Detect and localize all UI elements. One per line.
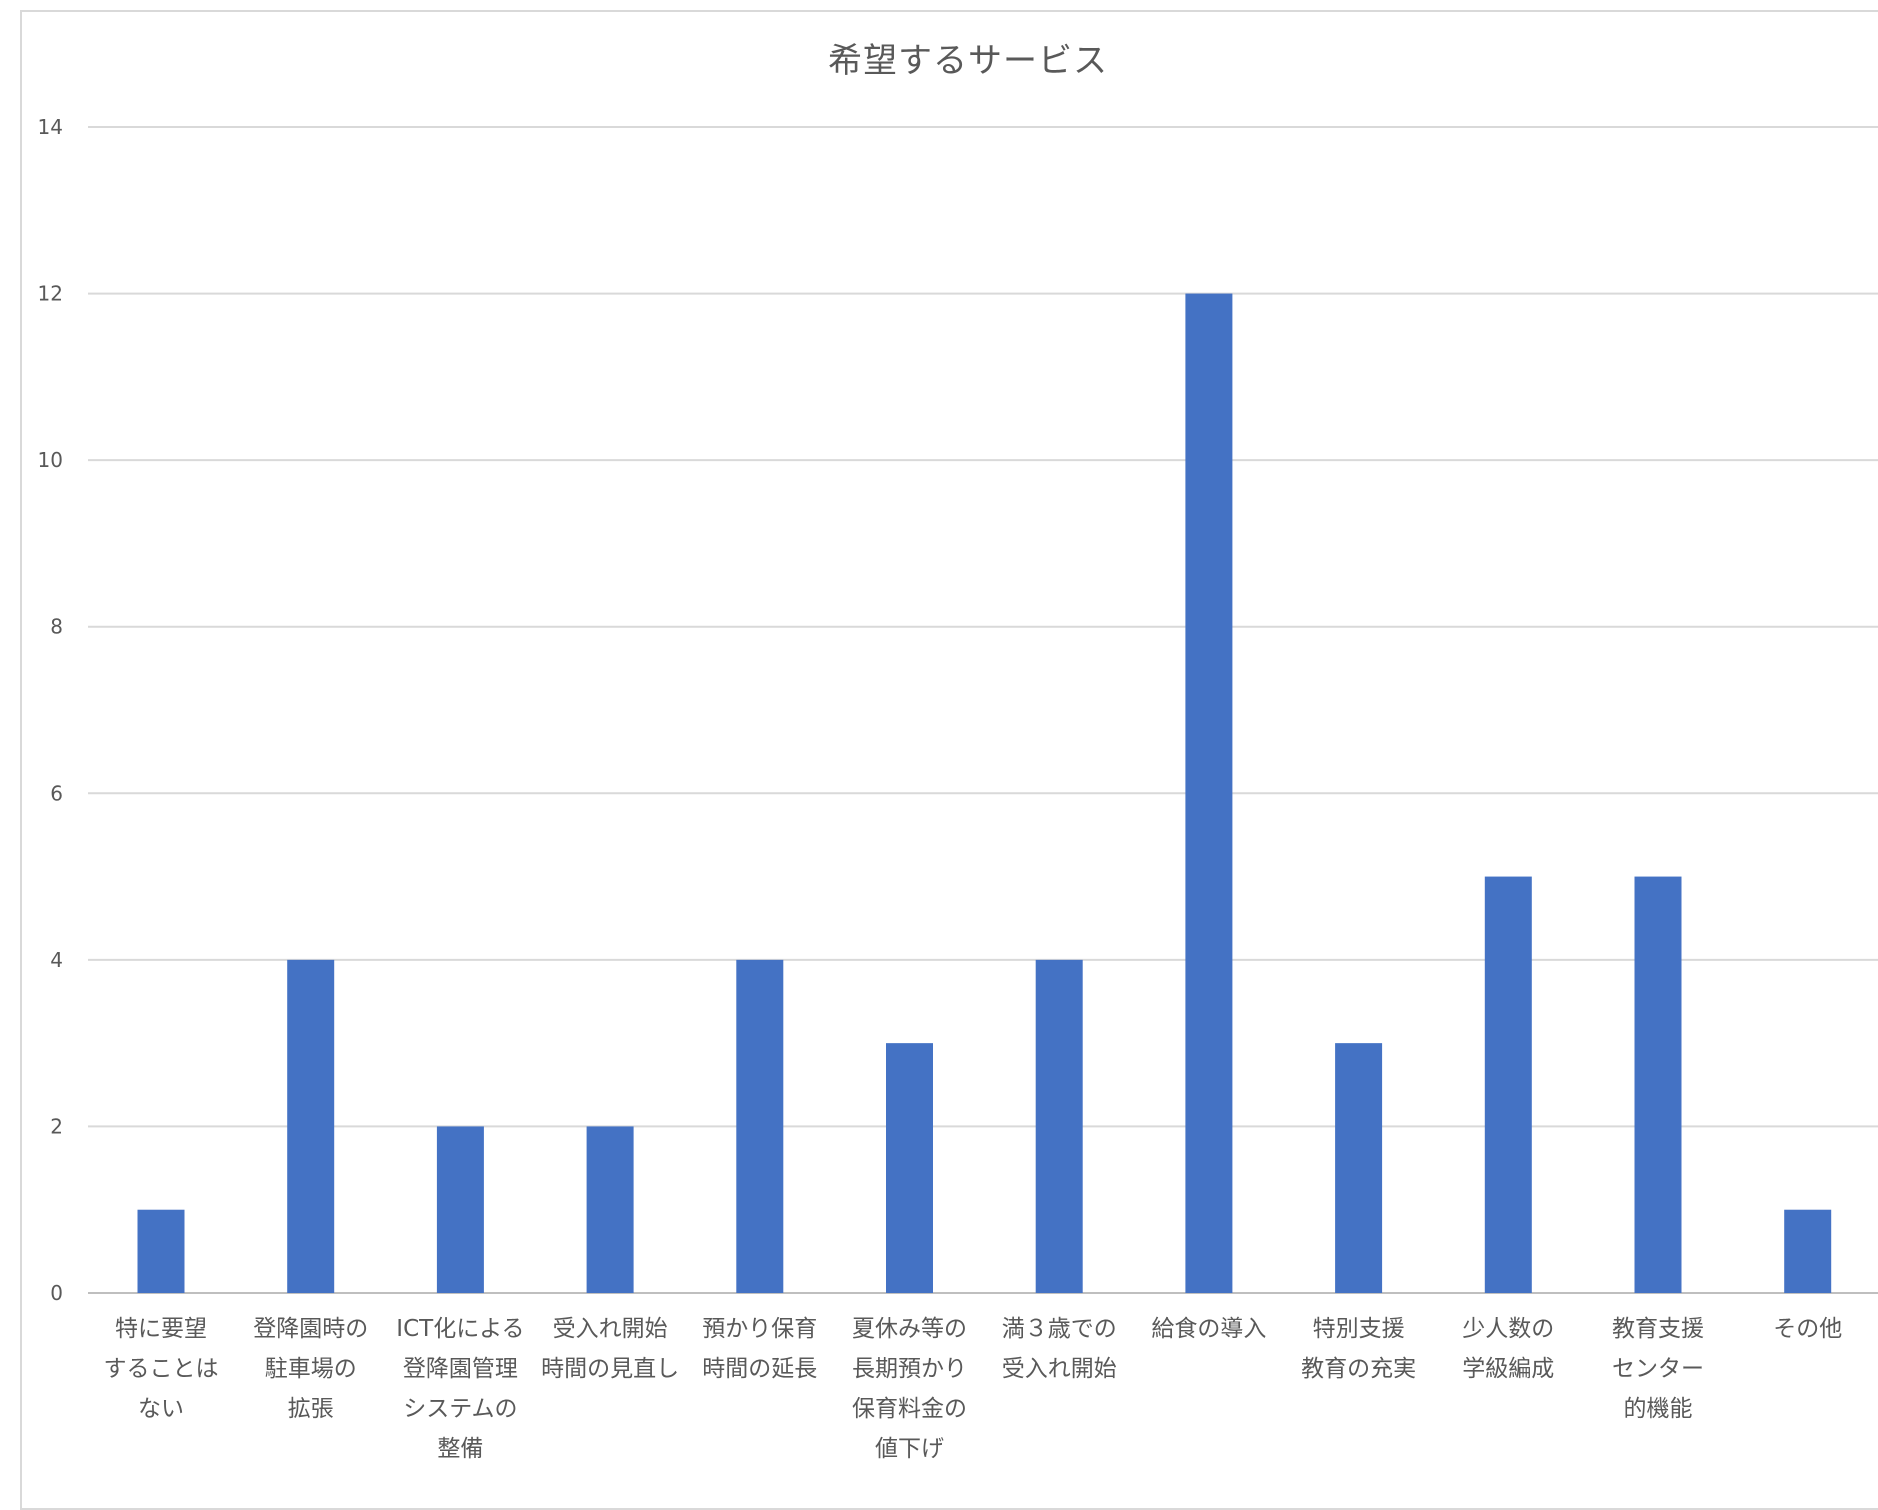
x-tick-label-line: 特別支援	[1313, 1316, 1405, 1342]
bar	[137, 1209, 185, 1293]
x-tick-label-line: 駐車場の	[265, 1356, 357, 1382]
x-tick-label: 夏休み等の長期預かり保育料金の値下げ	[852, 1316, 967, 1462]
x-tick-label-line: 特に要望	[115, 1316, 207, 1342]
x-tick-label-line: 的機能	[1624, 1396, 1693, 1422]
x-tick-label-line: 長期預かり	[852, 1356, 967, 1382]
bar	[1784, 1209, 1832, 1293]
x-tick-label: 預かり保育時間の延長	[702, 1316, 817, 1382]
y-tick-label: 0	[50, 1281, 63, 1305]
bar	[287, 959, 335, 1293]
x-tick-label: 少人数の学級編成	[1462, 1316, 1554, 1382]
bar	[1634, 876, 1682, 1293]
x-tick-label-line: 学級編成	[1462, 1356, 1554, 1382]
x-tick-label-line: 満３歳での	[1002, 1316, 1117, 1342]
x-tick-label-line: 給食の導入	[1151, 1316, 1266, 1342]
chart-title: 希望するサービス	[828, 41, 1108, 81]
x-tick-label-line: 教育の充実	[1301, 1356, 1416, 1382]
x-tick-label-line: ない	[138, 1396, 184, 1422]
x-tick-label: 特別支援教育の充実	[1301, 1316, 1416, 1382]
x-tick-label-line: 保育料金の	[852, 1396, 967, 1422]
y-axis-ticks: 0 2 4 6 8 10 12 14	[38, 115, 63, 1305]
gridlines	[88, 126, 1878, 1294]
y-tick-label: 8	[50, 615, 63, 639]
x-tick-label: 登降園時の駐車場の拡張	[253, 1316, 368, 1422]
x-tick-label-line: センター	[1612, 1356, 1704, 1382]
bar	[1035, 959, 1083, 1293]
x-tick-label: 特に要望することはない	[104, 1316, 219, 1422]
x-tick-label-line: 登降園時の	[253, 1316, 368, 1342]
y-tick-label: 14	[38, 115, 63, 139]
x-tick-label-line: 時間の延長	[702, 1356, 817, 1382]
bar	[586, 1126, 634, 1293]
x-tick-label-line: 登降園管理	[403, 1356, 518, 1382]
x-tick-label-line: システムの	[403, 1396, 517, 1422]
x-tick-label: 満３歳での受入れ開始	[1002, 1316, 1117, 1382]
x-tick-label-line: その他	[1773, 1316, 1842, 1342]
x-tick-label-line: 預かり保育	[702, 1316, 817, 1342]
x-tick-label-line: 受入れ開始	[553, 1316, 668, 1342]
x-tick-label-line: 拡張	[288, 1396, 334, 1422]
x-tick-label: 給食の導入	[1151, 1316, 1266, 1342]
y-tick-label: 6	[50, 781, 63, 805]
bar	[1185, 293, 1233, 1294]
x-tick-label-line: することは	[104, 1356, 219, 1382]
y-tick-label: 4	[50, 948, 63, 972]
y-tick-label: 2	[50, 1114, 63, 1138]
x-tick-label: ICT化による登降園管理システムの整備	[396, 1316, 524, 1462]
bar	[1335, 1043, 1383, 1293]
bar	[886, 1043, 933, 1293]
x-tick-label-line: ICT化による	[396, 1316, 524, 1342]
x-tick-label-line: 値下げ	[875, 1436, 944, 1462]
x-tick-label-line: 教育支援	[1612, 1316, 1704, 1342]
x-tick-label: その他	[1773, 1316, 1842, 1342]
x-tick-label-line: 少人数の	[1462, 1316, 1554, 1342]
x-tick-label: 教育支援センター的機能	[1612, 1316, 1704, 1422]
x-tick-label-line: 夏休み等の	[852, 1316, 967, 1342]
x-tick-label: 受入れ開始時間の見直し	[541, 1316, 679, 1382]
bars	[137, 293, 1832, 1294]
x-tick-label-line: 時間の見直し	[541, 1356, 679, 1382]
y-tick-label: 10	[38, 448, 63, 472]
bar	[436, 1126, 484, 1293]
x-tick-label-line: 受入れ開始	[1002, 1356, 1117, 1382]
bar	[736, 959, 784, 1293]
y-tick-label: 12	[38, 282, 63, 306]
x-axis-ticks: 特に要望することはない登降園時の駐車場の拡張ICT化による登降園管理システムの整…	[104, 1316, 1843, 1462]
bar	[1484, 876, 1532, 1293]
x-tick-label-line: 整備	[437, 1436, 483, 1462]
